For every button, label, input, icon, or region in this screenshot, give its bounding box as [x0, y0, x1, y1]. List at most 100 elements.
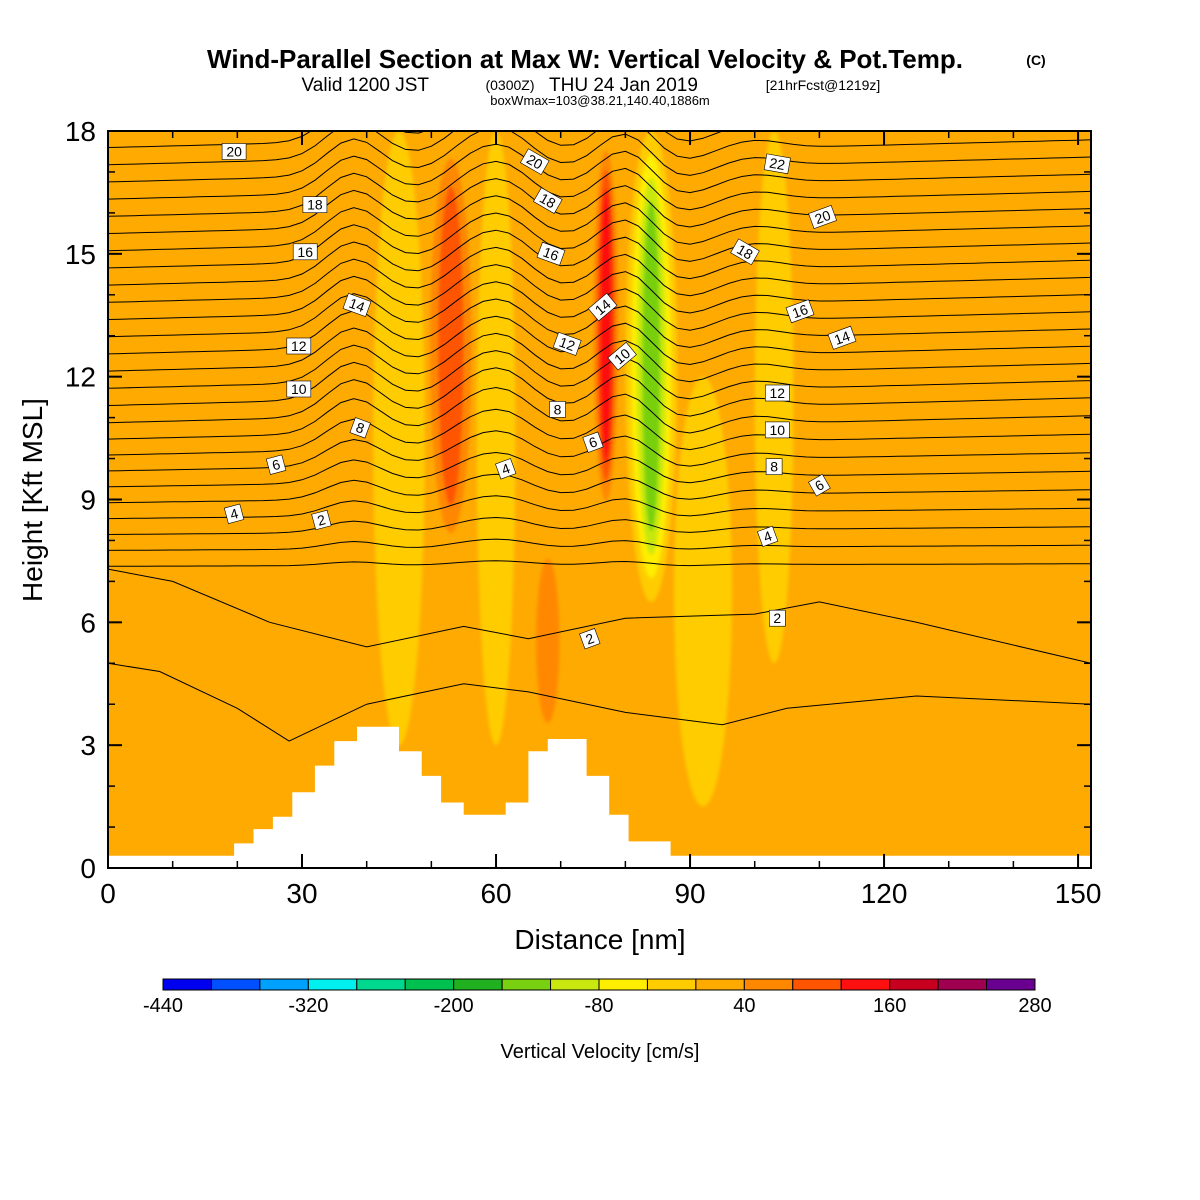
contour-label-13: 14 [587, 292, 618, 322]
colorbar-tick-label: 280 [1018, 995, 1051, 1017]
contour-label-27: 8 [765, 458, 783, 476]
x-tick-label: 0 [100, 878, 116, 909]
theta-contour-low-0 [108, 662, 1091, 742]
theta-contour-low-1 [108, 568, 1091, 664]
y-axis-label: Height [Kft MSL] [17, 398, 48, 602]
contour-label-box [552, 331, 582, 356]
contour-label-box [827, 325, 857, 350]
colorbar-swatch [501, 978, 552, 991]
contour-label-box [292, 243, 318, 261]
colorbar-tick-label: -320 [288, 995, 328, 1017]
colorbar-swatch [259, 978, 309, 991]
colorbar-swatch [840, 978, 891, 991]
theta-contour-24 [108, 131, 1091, 166]
contour-label-box [579, 628, 601, 650]
colorbar-swatch [210, 978, 261, 991]
contour-label-12: 16 [536, 241, 566, 266]
colorbar-tick-label: -440 [143, 995, 183, 1017]
contour-label-text: 18 [734, 241, 756, 263]
y-tick-label: 12 [65, 362, 96, 393]
colorbar-swatch [404, 978, 455, 991]
velocity-feature-7-level-0 [476, 131, 516, 746]
terrain [108, 726, 1091, 868]
theta-contour-15 [108, 264, 1091, 320]
y-tick-label: 9 [80, 485, 96, 516]
colorbar-swatch [792, 978, 842, 991]
contour-label-text: 2 [773, 610, 781, 626]
subtitle-boxwmax: boxWmax=103@38.21,140.40,1886m [490, 93, 710, 108]
colorbar-swatch [307, 978, 358, 991]
colorbar-swatch [453, 978, 503, 991]
contour-label-box [785, 299, 815, 324]
theta-contour-2 [108, 516, 1091, 535]
contour-label-box [302, 196, 328, 213]
contour-label-box [549, 401, 566, 418]
y-tick-label: 18 [65, 116, 96, 147]
axes: 0 30 60 90 120 150 0 3 6 9 12 15 18 [65, 116, 1102, 909]
contour-label-17: 6 [582, 431, 604, 453]
contour-label-box [311, 509, 332, 531]
x-tick-label: 30 [286, 878, 317, 909]
contour-label-16: 8 [549, 401, 566, 418]
subtitle-forecast: [21hrFcst@1219z] [766, 77, 881, 93]
contour-label-text: 12 [770, 385, 786, 401]
contour-label-22: 18 [730, 238, 760, 266]
theta-contour-4 [108, 473, 1091, 504]
contour-label-text: 20 [226, 144, 242, 160]
contour-label-box [223, 503, 245, 524]
contour-label-0: 20 [221, 143, 247, 160]
contour-label-text: 16 [790, 301, 810, 321]
contour-label-box [349, 417, 371, 439]
velocity-feature-5-level-0 [803, 212, 862, 582]
colorbar-tick-label: 160 [873, 995, 906, 1017]
contour-label-25: 12 [764, 384, 790, 402]
contour-label-text: 22 [768, 155, 786, 173]
contour-label-9: 2 [311, 509, 332, 531]
contour-label-text: 2 [316, 511, 328, 529]
contour-label-18: 4 [495, 458, 517, 480]
y-tick-label: 3 [80, 730, 96, 761]
colorbar-swatch [356, 978, 406, 991]
contour-label-text: 8 [770, 459, 778, 475]
contour-label-text: 18 [537, 190, 559, 212]
contour-label-6: 8 [349, 417, 371, 439]
velocity-feature-4-level-0 [311, 560, 357, 766]
contour-label-text: 8 [554, 401, 562, 417]
contour-label-14: 12 [552, 331, 582, 356]
contour-label-box [763, 153, 791, 175]
contour-label-1: 18 [302, 196, 328, 213]
contour-label-text: 16 [297, 244, 313, 260]
contour-label-19: 2 [579, 628, 601, 650]
contour-label-text: 16 [541, 244, 561, 264]
theta-contour-7 [108, 408, 1091, 456]
contour-label-text: 14 [832, 328, 852, 348]
theta-contour-12 [108, 315, 1091, 372]
colorbar-swatch [986, 978, 1036, 991]
contour-label-box [730, 238, 760, 266]
contour-label-box [587, 292, 618, 322]
contour-label-30: 2 [768, 609, 786, 627]
colorbar-swatch [646, 978, 697, 991]
theta-contour-23 [108, 131, 1091, 183]
colorbar-swatch [695, 978, 745, 991]
theta-contour-19 [108, 195, 1091, 252]
contour-label-text: 18 [307, 197, 323, 213]
colorbar-tick-label: 40 [733, 995, 755, 1017]
contour-label-box [221, 143, 247, 160]
contour-label-box [519, 148, 550, 176]
contour-label-21: 20 [808, 204, 837, 230]
contour-label-box [495, 458, 517, 480]
contour-label-box [808, 473, 831, 497]
contour-label-7: 6 [265, 454, 287, 475]
contour-label-box [765, 458, 783, 476]
contour-label-11: 18 [532, 187, 563, 214]
contour-label-box [286, 380, 312, 398]
colorbar-swatch [162, 978, 212, 991]
contour-label-29: 4 [756, 525, 779, 548]
terrain-fill [108, 726, 1091, 868]
contour-label-3: 14 [342, 292, 372, 318]
contour-label-text: 14 [347, 295, 367, 315]
contour-label-box [536, 241, 566, 266]
